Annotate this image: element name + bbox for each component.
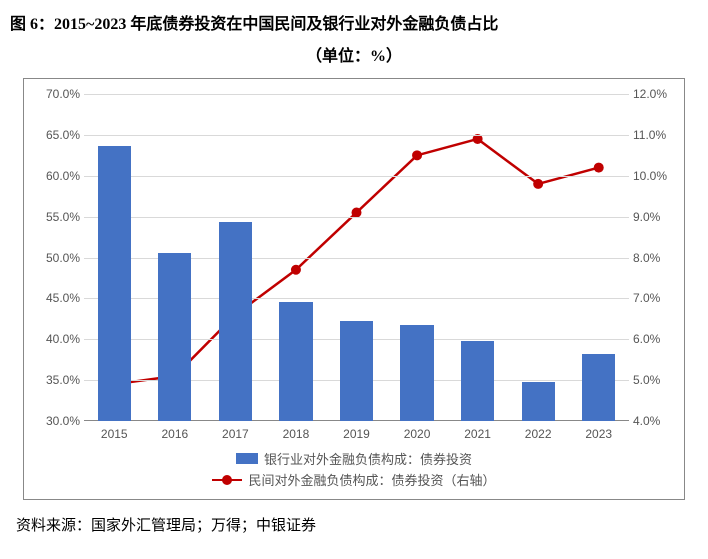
legend-item-bar: 银行业对外金融负债构成：债券投资 [24,449,684,468]
xtick-label: 2018 [283,427,310,441]
xtick-label: 2015 [101,427,128,441]
bar [400,325,433,421]
ytick-left: 40.0% [32,332,80,346]
grid-line [84,94,629,95]
legend-label-bar: 银行业对外金融负债构成：债券投资 [264,449,472,468]
grid-line [84,176,629,177]
ytick-right: 10.0% [633,169,679,183]
ytick-right: 6.0% [633,332,679,346]
plot-area: 30.0%4.0%35.0%5.0%40.0%6.0%45.0%7.0%50.0… [84,94,629,421]
xtick-label: 2019 [343,427,370,441]
ytick-left: 35.0% [32,373,80,387]
ytick-right: 5.0% [633,373,679,387]
bar [340,321,373,421]
xtick-label: 2020 [404,427,431,441]
grid-line [84,217,629,218]
bar [461,341,494,421]
bar [522,382,555,421]
legend: 银行业对外金融负债构成：债券投资 民间对外金融负债构成：债券投资（右轴） [24,447,684,491]
ytick-right: 11.0% [633,128,679,142]
ytick-left: 55.0% [32,210,80,224]
legend-line-marker [222,475,232,485]
bar [158,253,191,421]
bar [98,146,131,421]
legend-item-line: 民间对外金融负债构成：债券投资（右轴） [24,470,684,489]
legend-swatch-line [212,474,242,486]
ytick-right: 12.0% [633,87,679,101]
ytick-right: 9.0% [633,210,679,224]
xtick-label: 2017 [222,427,249,441]
bar [582,354,615,421]
grid-line [84,135,629,136]
ytick-right: 4.0% [633,414,679,428]
xtick-label: 2022 [525,427,552,441]
ytick-left: 60.0% [32,169,80,183]
legend-swatch-bar [236,453,258,464]
ytick-left: 30.0% [32,414,80,428]
ytick-left: 70.0% [32,87,80,101]
ytick-right: 8.0% [633,251,679,265]
figure-subtitle: （单位：%） [10,42,698,66]
figure-title: 图 6：2015~2023 年底债券投资在中国民间及银行业对外金融负债占比 [10,10,698,34]
ytick-right: 7.0% [633,291,679,305]
xtick-label: 2016 [161,427,188,441]
source-attribution: 资料来源：国家外汇管理局；万得；中银证券 [16,514,698,535]
bar [219,222,252,421]
chart-container: 30.0% 4.0% 35.0% 5.0% 40.0% 6.0% 45.0% 7.0% 50.0… [23,78,685,500]
ytick-left: 45.0% [32,291,80,305]
xtick-label: 2023 [585,427,612,441]
ytick-left: 50.0% [32,251,80,265]
ytick-left: 65.0% [32,128,80,142]
xtick-label: 2021 [464,427,491,441]
bar [279,302,312,421]
legend-label-line: 民间对外金融负债构成：债券投资（右轴） [248,470,495,489]
